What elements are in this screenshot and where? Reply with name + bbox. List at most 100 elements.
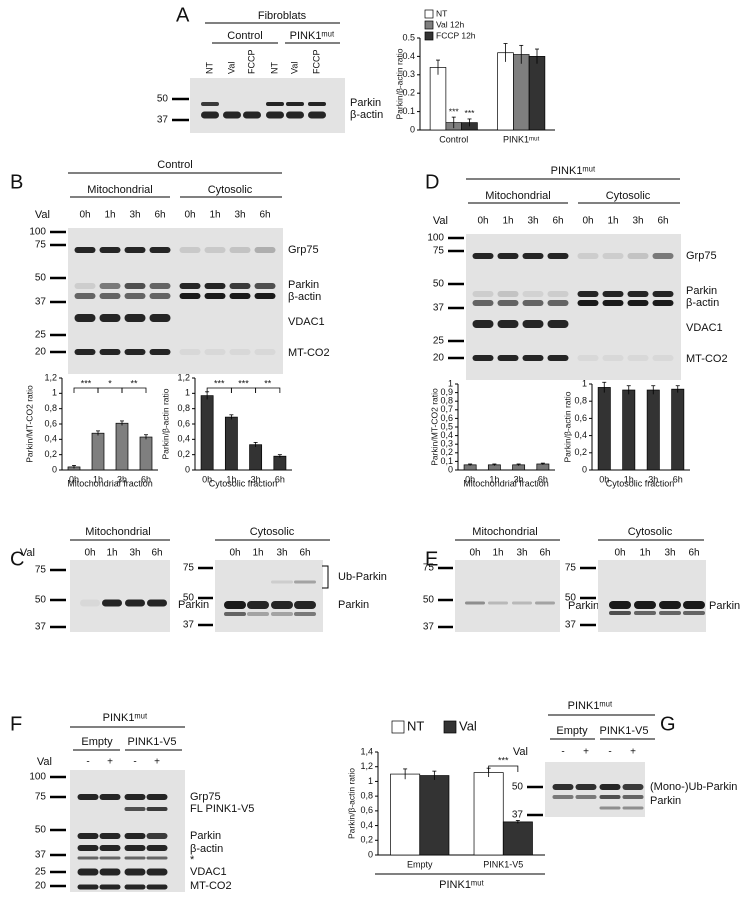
lane-label: 6h xyxy=(657,216,668,227)
band xyxy=(229,293,251,299)
y-tick-label: 0,4 xyxy=(360,820,373,830)
band xyxy=(472,320,494,328)
lane-label: 0h xyxy=(469,548,480,559)
band xyxy=(271,612,293,616)
y-tick-label: 1,2 xyxy=(44,372,57,382)
y-tick-label: 0.5 xyxy=(402,32,415,42)
band xyxy=(627,253,649,259)
bar xyxy=(473,772,504,856)
y-tick-label: 0,8 xyxy=(440,396,453,406)
lane-label: 6h xyxy=(154,210,165,221)
lane-label: 6h xyxy=(688,548,699,559)
band xyxy=(149,247,171,253)
significance-bracket xyxy=(97,387,123,393)
bar xyxy=(419,775,450,856)
marker-label: 50 xyxy=(433,279,445,290)
band xyxy=(77,856,99,860)
y-tick-label: 0,2 xyxy=(440,447,453,457)
bar xyxy=(390,773,421,856)
band xyxy=(146,856,168,860)
group-label: PINK1ᵐᵘᵗ xyxy=(290,30,335,42)
x-tick-label: 0h xyxy=(202,474,212,484)
group-label: Cytosolic xyxy=(606,190,651,202)
lane-label: FCCP xyxy=(311,50,321,75)
band xyxy=(179,247,201,253)
side-label: Val xyxy=(433,215,448,227)
band xyxy=(149,314,171,322)
marker-label: 20 xyxy=(433,353,445,364)
band xyxy=(522,320,544,328)
lane-label: 1h xyxy=(492,548,503,559)
band xyxy=(609,601,631,609)
legend-label: NT xyxy=(407,718,424,733)
marker-label: 75 xyxy=(35,240,47,251)
y-tick-label: 0,5 xyxy=(440,421,453,431)
x-tick-label: 3h xyxy=(514,474,524,484)
significance-label: ** xyxy=(130,378,138,388)
marker-label: 75 xyxy=(565,563,577,574)
band xyxy=(286,102,304,106)
band xyxy=(201,111,219,119)
band xyxy=(149,349,171,355)
legend-label: Val 12h xyxy=(436,19,464,29)
bar xyxy=(497,52,514,131)
y-tick-label: 1,4 xyxy=(360,746,373,756)
band xyxy=(124,349,146,355)
side-label: Val xyxy=(20,547,35,559)
band xyxy=(179,293,201,299)
legend-swatch xyxy=(424,9,434,19)
marker-label: 37 xyxy=(433,303,445,314)
band xyxy=(77,884,99,890)
x-tick-label: Empty xyxy=(407,859,433,869)
band xyxy=(497,355,519,361)
band xyxy=(497,291,519,297)
blot-image xyxy=(215,560,323,632)
side-label: Val xyxy=(513,746,528,758)
blot-panel: Mitochondrial Val 0h 1h 3h 6h 75 50 37 Parkin xyxy=(20,526,209,633)
band xyxy=(547,291,569,297)
y-tick-label: 0,2 xyxy=(177,449,190,459)
band xyxy=(99,314,121,322)
y-tick-label: 0.2 xyxy=(402,88,415,98)
bar xyxy=(273,455,287,471)
y-axis-label: Parkin/MT-CO2 ratio xyxy=(24,385,34,463)
y-tick-label: 0 xyxy=(368,849,373,859)
band xyxy=(547,320,569,328)
band xyxy=(146,807,168,811)
band xyxy=(146,794,168,800)
band xyxy=(243,111,261,119)
group-label: PINK1-V5 xyxy=(600,725,649,737)
panel-letter: E xyxy=(425,548,438,570)
band xyxy=(465,601,485,605)
band xyxy=(577,253,599,259)
band xyxy=(146,884,168,890)
band xyxy=(522,300,544,306)
x-tick-label: 1h xyxy=(93,474,103,484)
lane-label: + xyxy=(630,747,636,758)
marker-label: 37 xyxy=(35,622,47,633)
significance-label: ** xyxy=(264,378,272,388)
band xyxy=(577,291,599,297)
significance-bracket xyxy=(255,387,281,393)
blot-title: Fibroblats xyxy=(258,10,307,22)
bar xyxy=(249,444,263,471)
marker-label: 50 xyxy=(35,595,47,606)
marker-label: 25 xyxy=(35,330,47,341)
significance-label: *** xyxy=(81,378,92,388)
group-label: Empty xyxy=(556,725,588,737)
band xyxy=(201,102,219,106)
blot-title: Mitochondrial xyxy=(472,526,537,538)
group-label: Mitochondrial xyxy=(87,184,152,196)
band xyxy=(497,300,519,306)
legend-swatch xyxy=(424,20,434,30)
lane-label: 1h xyxy=(209,210,220,221)
band xyxy=(124,283,146,289)
band xyxy=(577,355,599,361)
band xyxy=(488,601,508,605)
band xyxy=(99,283,121,289)
marker-label: 50 xyxy=(35,273,47,284)
y-tick-label: 1,2 xyxy=(360,761,373,771)
band-label: β-actin xyxy=(288,291,321,303)
band-label: (Mono-)Ub-Parkin xyxy=(650,781,737,793)
lane-label: 0h xyxy=(614,548,625,559)
